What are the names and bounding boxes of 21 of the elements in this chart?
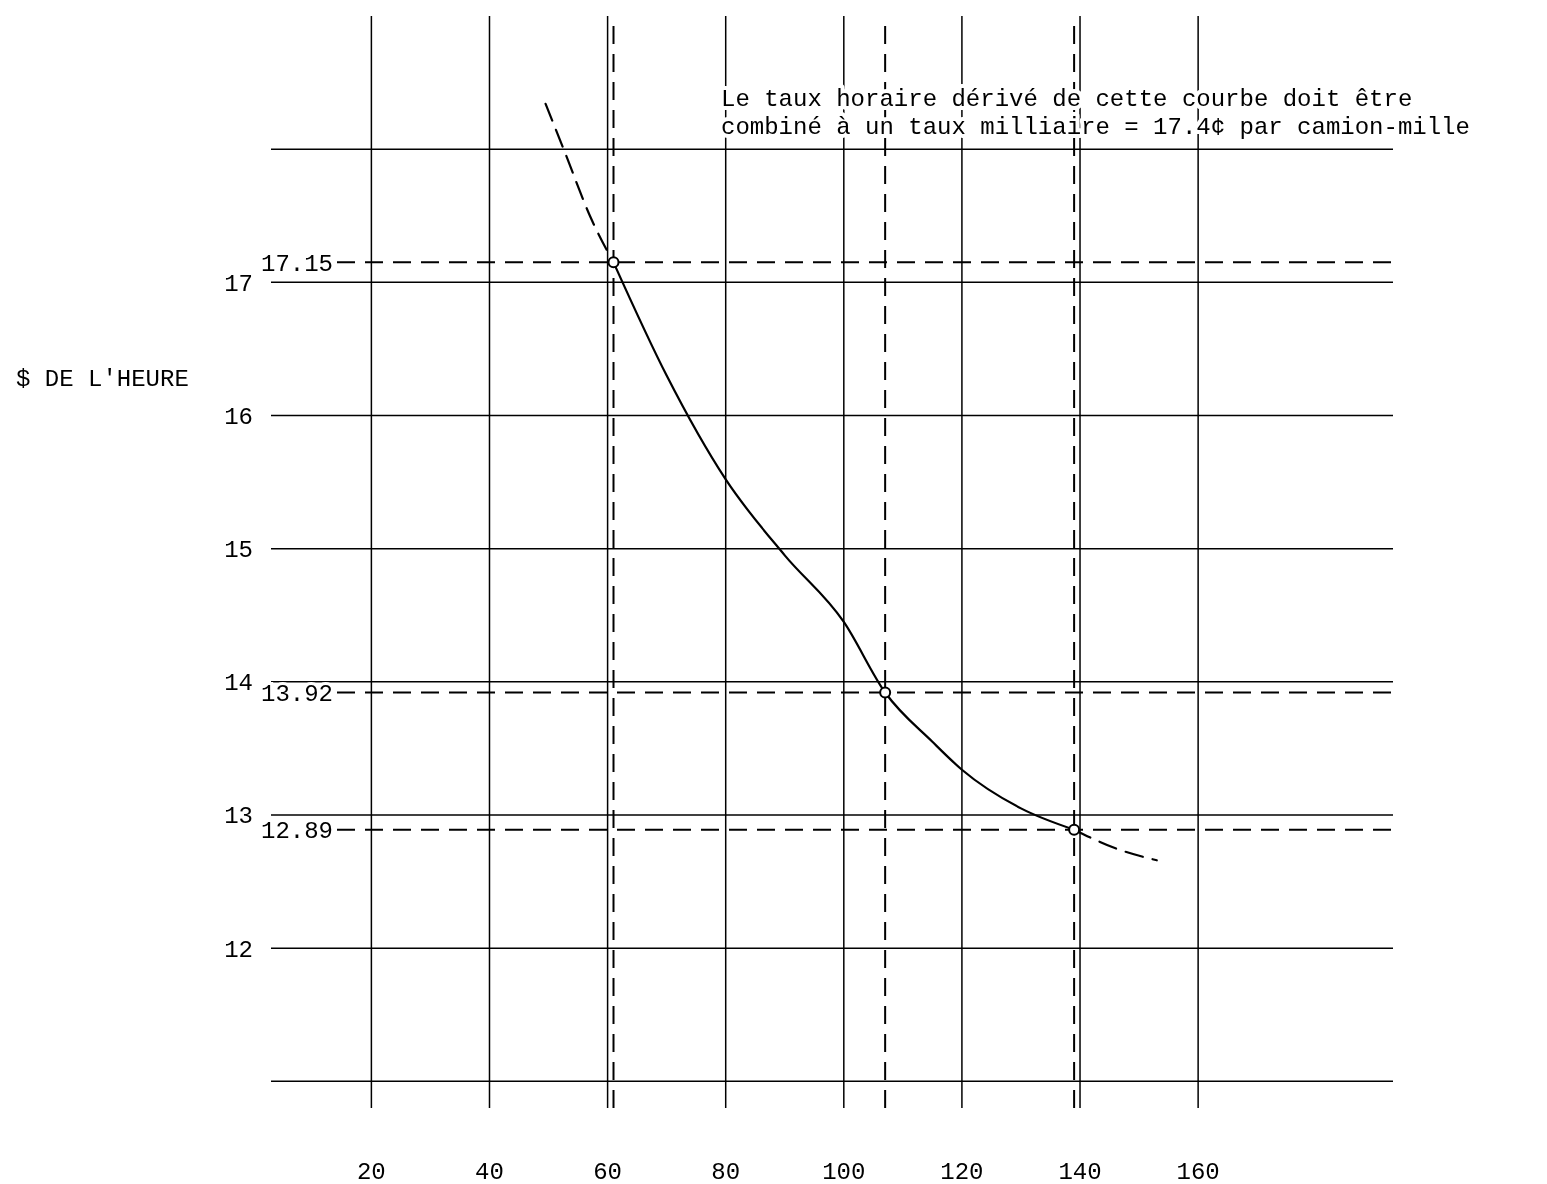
y-axis-title: $ DE L'HEURE xyxy=(16,366,189,394)
point xyxy=(1068,823,1081,836)
y-tick-label: 13 xyxy=(224,803,253,831)
y-tick-label: 12 xyxy=(224,936,253,964)
ref-line-label: 12.89 xyxy=(260,818,333,846)
y-tick-label: 14 xyxy=(224,670,253,698)
x-tick-label: 100 xyxy=(822,1159,866,1184)
x-tick-label: 140 xyxy=(1058,1159,1102,1184)
x-tick-label: 80 xyxy=(711,1159,741,1184)
ref-line-label: 13.92 xyxy=(260,680,333,708)
y-tick-label: 17 xyxy=(224,270,253,298)
ref-line-label: 17.15 xyxy=(260,250,333,278)
point xyxy=(607,256,620,269)
x-tick-label: 20 xyxy=(356,1159,386,1184)
point xyxy=(879,686,892,699)
y-tick-label: 16 xyxy=(224,403,253,431)
x-tick-label: 40 xyxy=(475,1159,504,1184)
x-tick-label: 60 xyxy=(593,1159,623,1184)
x-tick-label: 160 xyxy=(1176,1159,1220,1184)
x-tick-label: 120 xyxy=(940,1159,984,1184)
y-tick-label: 15 xyxy=(224,537,253,565)
